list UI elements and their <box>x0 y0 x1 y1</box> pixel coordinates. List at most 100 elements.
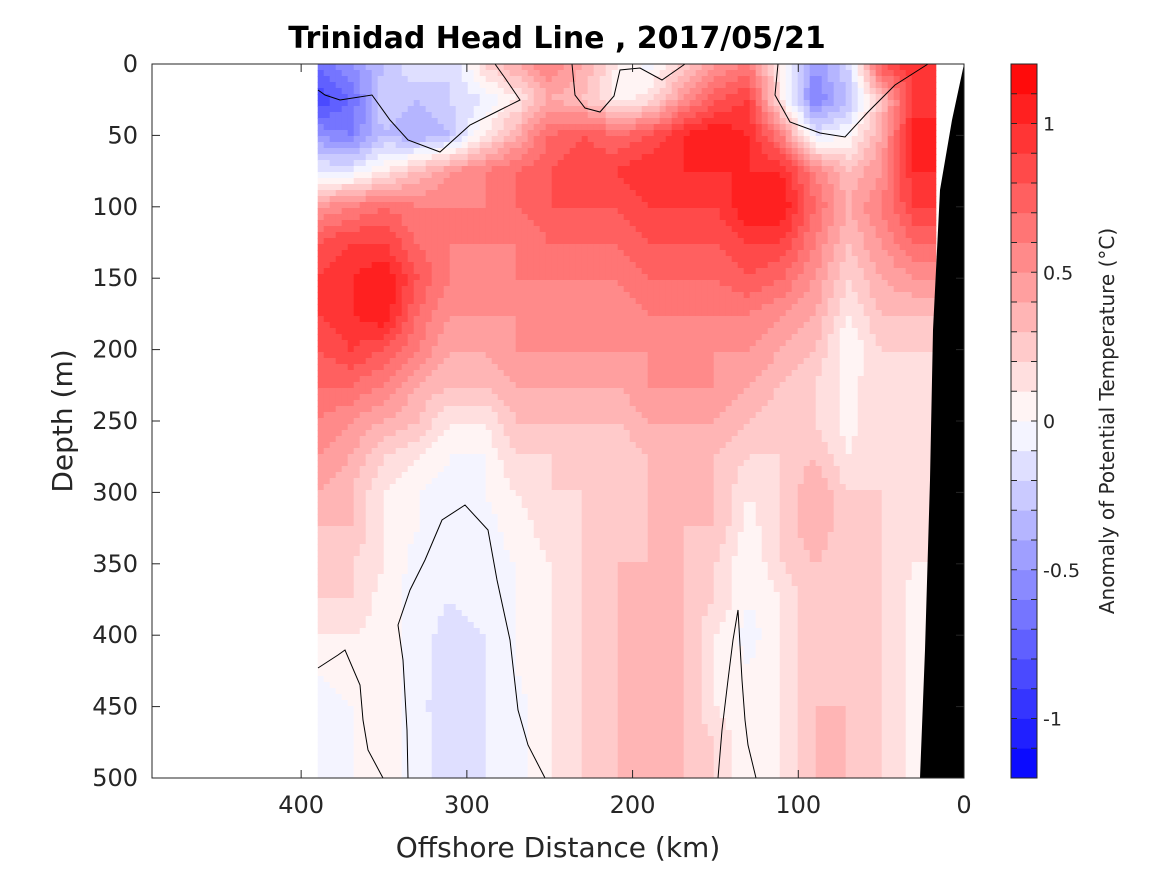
heatmap-cell <box>731 340 739 347</box>
heatmap-cell <box>419 94 427 101</box>
heatmap-cell <box>641 214 649 221</box>
heatmap-cell <box>677 148 685 155</box>
heatmap-cell <box>383 274 391 281</box>
heatmap-cell <box>509 322 517 329</box>
heatmap-cell <box>551 292 559 299</box>
heatmap-cell <box>791 100 799 107</box>
heatmap-cell <box>359 160 367 167</box>
heatmap-cell <box>779 160 787 167</box>
heatmap-cell <box>659 142 667 149</box>
heatmap-cell <box>869 310 877 317</box>
heatmap-cell <box>743 64 751 71</box>
heatmap-cell <box>911 208 919 215</box>
heatmap-cell <box>407 274 415 281</box>
heatmap-cell <box>731 226 739 233</box>
heatmap-cell <box>395 148 403 155</box>
heatmap-cell <box>443 148 451 155</box>
heatmap-cell <box>593 298 601 305</box>
heatmap-cell <box>551 232 559 239</box>
heatmap-cell <box>551 340 559 347</box>
heatmap-cell <box>383 208 391 215</box>
heatmap-cell <box>845 298 853 305</box>
heatmap-cell <box>341 100 349 107</box>
heatmap-cell <box>335 196 343 203</box>
heatmap-cell <box>551 256 559 263</box>
heatmap-cell <box>359 202 367 209</box>
heatmap-cell <box>611 82 619 89</box>
heatmap-cell <box>911 178 919 185</box>
heatmap-cell <box>839 328 847 335</box>
heatmap-cell <box>905 292 913 299</box>
heatmap-cell <box>755 256 763 263</box>
heatmap-cell <box>323 112 331 119</box>
heatmap-cell <box>491 202 499 209</box>
heatmap-cell <box>917 124 925 131</box>
heatmap-cell <box>653 154 661 161</box>
heatmap-cell <box>317 226 325 233</box>
heatmap-cell <box>617 100 625 107</box>
heatmap-cell <box>587 340 595 347</box>
heatmap-cell <box>359 118 367 125</box>
heatmap-cell <box>401 232 409 239</box>
heatmap-cell <box>539 148 547 155</box>
heatmap-cell <box>887 202 895 209</box>
heatmap-cell <box>875 154 883 161</box>
heatmap-cell <box>809 340 817 347</box>
heatmap-cell <box>377 220 385 227</box>
heatmap-cell <box>641 310 649 317</box>
heatmap-cell <box>911 184 919 191</box>
heatmap-cell <box>395 280 403 287</box>
heatmap-cell <box>509 352 517 359</box>
heatmap-cell <box>899 196 907 203</box>
heatmap-cell <box>521 160 529 167</box>
heatmap-cell <box>803 196 811 203</box>
heatmap-cell <box>797 118 805 125</box>
heatmap-cell <box>821 250 829 257</box>
heatmap-cell <box>317 106 325 113</box>
heatmap-cell <box>803 112 811 119</box>
heatmap-cell <box>539 226 547 233</box>
heatmap-cell <box>431 340 439 347</box>
heatmap-cell <box>611 118 619 125</box>
heatmap-cell <box>695 94 703 101</box>
heatmap-cell <box>665 226 673 233</box>
heatmap-cell <box>845 76 853 83</box>
heatmap-cell <box>611 322 619 329</box>
heatmap-cell <box>497 334 505 341</box>
heatmap-cell <box>659 220 667 227</box>
heatmap-cell <box>419 76 427 83</box>
heatmap-cell <box>827 112 835 119</box>
heatmap-cell <box>611 316 619 323</box>
heatmap-cell <box>449 268 457 275</box>
heatmap-cell <box>773 226 781 233</box>
heatmap-cell <box>587 256 595 263</box>
heatmap-cell <box>407 196 415 203</box>
heatmap-cell <box>395 106 403 113</box>
heatmap-cell <box>317 340 325 347</box>
heatmap-cell <box>923 106 931 113</box>
heatmap-cell <box>569 196 577 203</box>
heatmap-cell <box>659 70 667 77</box>
heatmap-cell <box>329 310 337 317</box>
heatmap-cell <box>821 118 829 125</box>
heatmap-cell <box>533 304 541 311</box>
heatmap-cell <box>923 286 931 293</box>
heatmap-cell <box>887 76 895 83</box>
heatmap-cell <box>869 232 877 239</box>
heatmap-cell <box>335 124 343 131</box>
heatmap-cell <box>689 268 697 275</box>
heatmap-cell <box>377 124 385 131</box>
heatmap-cell <box>329 250 337 257</box>
heatmap-cell <box>827 166 835 173</box>
heatmap-cell <box>845 268 853 275</box>
heatmap-cell <box>845 220 853 227</box>
heatmap-cell <box>701 220 709 227</box>
heatmap-cell <box>539 172 547 179</box>
heatmap-cell <box>491 172 499 179</box>
heatmap-cell <box>659 328 667 335</box>
heatmap-cell <box>695 226 703 233</box>
heatmap-cell <box>323 298 331 305</box>
heatmap-cell <box>587 124 595 131</box>
heatmap-cell <box>497 310 505 317</box>
heatmap-cell <box>917 154 925 161</box>
